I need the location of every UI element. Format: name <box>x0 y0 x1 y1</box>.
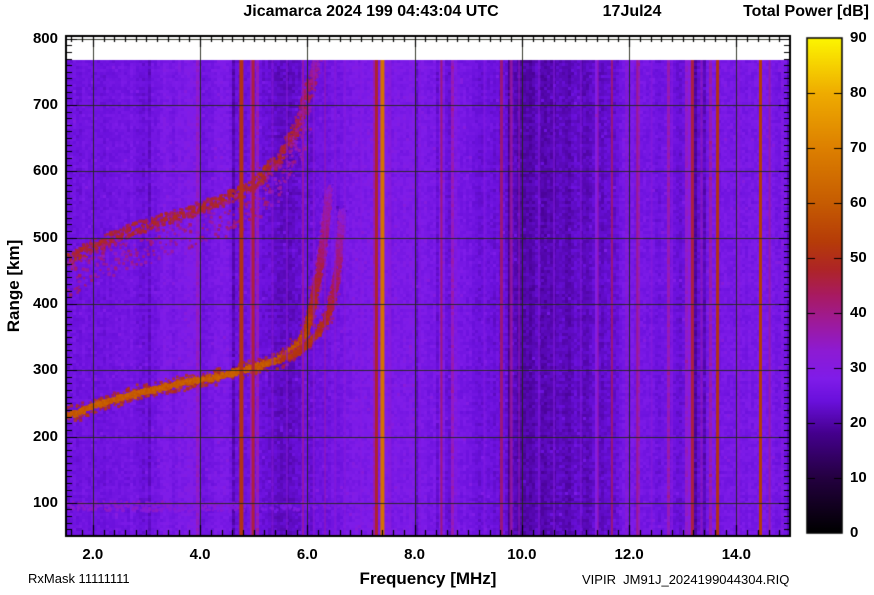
rx-mask-label: RxMask 11111111 <box>28 571 130 586</box>
colorbar-tick-label: 30 <box>850 359 867 376</box>
x-tick-label: 10.0 <box>507 546 537 563</box>
y-tick-label: 100 <box>32 493 58 511</box>
colorbar-tick-label: 10 <box>850 469 867 486</box>
colorbar-title: Total Power [dB] <box>743 3 869 20</box>
plot-title: Jicamarca 2024 199 04:43:04 UTC <box>243 3 499 20</box>
x-tick-label: 14.0 <box>721 546 751 563</box>
y-tick-label: 400 <box>32 294 58 312</box>
y-tick-label: 200 <box>32 427 58 445</box>
x-axis-title: Frequency [MHz] <box>359 569 497 588</box>
colorbar-tick-label: 0 <box>850 524 859 541</box>
plot-date: 17Jul24 <box>602 3 662 20</box>
colorbar-tick-label: 70 <box>850 139 867 156</box>
y-tick-label: 500 <box>32 228 58 246</box>
colorbar-tick-label: 90 <box>850 29 867 46</box>
y-axis-title: Range [km] <box>4 239 23 333</box>
y-tick-label: 800 <box>32 29 58 47</box>
x-tick-label: 4.0 <box>189 546 211 563</box>
x-tick-label: 8.0 <box>404 546 426 563</box>
x-tick-label: 6.0 <box>296 546 318 563</box>
colorbar-tick-label: 50 <box>850 249 867 266</box>
x-tick-label: 2.0 <box>82 546 104 563</box>
y-tick-label: 600 <box>32 162 58 180</box>
colorbar-tick-label: 60 <box>850 194 867 211</box>
colorbar-tick-label: 40 <box>850 304 867 321</box>
x-tick-label: 12.0 <box>614 546 644 563</box>
file-id-label: VIPIR JM91J_2024199044304.RIQ <box>582 572 790 587</box>
y-tick-label: 700 <box>32 95 58 113</box>
y-tick-label: 300 <box>32 361 58 379</box>
colorbar-tick-label: 20 <box>850 414 867 431</box>
colorbar-tick-label: 80 <box>850 84 867 101</box>
